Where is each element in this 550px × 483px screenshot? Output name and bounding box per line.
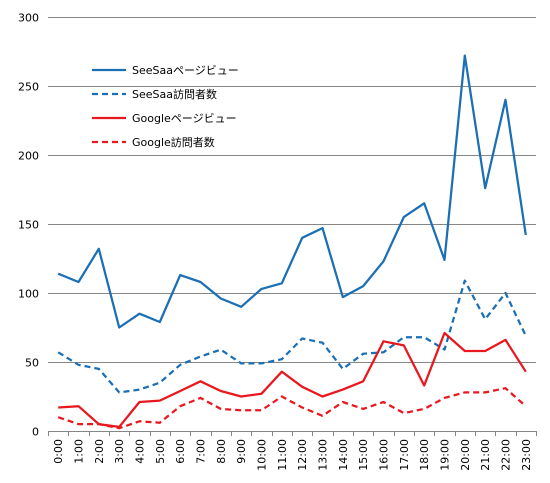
series-line-1 (57, 54, 527, 329)
x-tick-label: 0:00 (52, 439, 65, 464)
y-tick-label: 100 (18, 288, 39, 301)
x-tick-label: 9:00 (235, 439, 248, 464)
x-tick-label: 22:00 (500, 439, 513, 471)
x-tick-label: 1:00 (73, 439, 86, 464)
series-line-4 (57, 387, 527, 430)
y-tick-label: 200 (18, 150, 39, 163)
legend-label-1: SeeSaaページビュー (132, 64, 239, 77)
y-tick-label: 50 (25, 357, 39, 370)
x-tick-label: 8:00 (215, 439, 228, 464)
grid-layer (48, 17, 536, 432)
x-tick-label: 16:00 (378, 439, 391, 471)
x-tick-label: 17:00 (398, 439, 411, 471)
x-tick-label: 2:00 (93, 439, 106, 464)
x-tick-label: 6:00 (174, 439, 187, 464)
x-tick-label: 11:00 (276, 439, 289, 471)
y-tick-label: 250 (18, 81, 39, 94)
series-layer (57, 54, 527, 430)
axis-layer: 0 50 100 150 200 250 300 0:00 1:00 2:00 3:00 4:00 5:… (18, 12, 537, 471)
x-tick-label: 12:00 (296, 439, 309, 471)
legend-label-3: Googleページビュー (132, 112, 237, 125)
y-tick-label: 300 (18, 12, 39, 25)
legend-label-2: SeeSaa訪問者数 (132, 87, 217, 101)
series-line-2 (57, 279, 527, 394)
series-line-3 (58, 331, 527, 429)
x-tick-label: 21:00 (479, 439, 492, 471)
legend-label-4: Google訪問者数 (132, 135, 215, 149)
x-tick-label: 5:00 (154, 439, 167, 464)
x-tick-label: 15:00 (357, 439, 370, 471)
y-tick-label: 150 (18, 219, 39, 232)
x-tick-label: 19:00 (439, 439, 452, 471)
x-tick-label: 4:00 (134, 439, 147, 464)
x-tick-label: 14:00 (337, 439, 350, 471)
x-tick-label: 7:00 (195, 439, 208, 464)
x-tick-label: 18:00 (418, 439, 431, 471)
x-tick-label: 23:00 (520, 439, 533, 471)
legend: SeeSaaページビュー SeeSaa訪問者数 Googleページビュー Google… (92, 64, 239, 149)
x-tick-label: 20:00 (459, 439, 472, 471)
x-tick-label: 13:00 (317, 439, 330, 471)
y-tick-label: 0 (32, 426, 39, 439)
x-tick-label: 3:00 (113, 439, 126, 464)
x-tick-label: 10:00 (256, 439, 269, 471)
